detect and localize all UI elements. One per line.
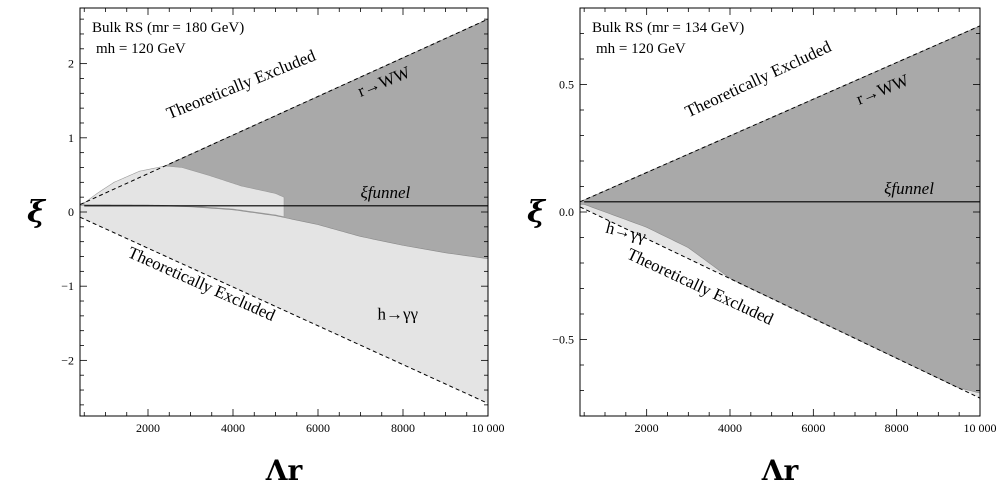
x-tick-label: 10 000 <box>964 421 997 435</box>
x-tick-label: 2000 <box>635 421 659 435</box>
y-tick-label: 2 <box>68 57 74 71</box>
lower-exclusion-line <box>580 206 980 399</box>
plot-area <box>80 18 488 404</box>
hgg-label: h→γγ <box>378 305 419 324</box>
funnel-label: ξfunnel <box>884 179 934 198</box>
x-tick-label: 2000 <box>136 421 160 435</box>
info-line-2: mh = 120 GeV <box>596 41 686 57</box>
y-tick-label: 1 <box>68 131 74 145</box>
chart-panel-1: 2000 4000 6000 8000 10 000 −2 −1 0 1 2 Λr ξ Bulk RS … <box>27 7 505 485</box>
x-axis-title: Λr <box>265 454 304 485</box>
plot-area <box>580 25 980 399</box>
x-tick-label: 8000 <box>391 421 415 435</box>
y-axis-title: ξ <box>527 195 547 230</box>
x-tick-label: 10 000 <box>472 421 505 435</box>
x-axis-title: Λr <box>761 454 800 485</box>
y-tick-label: −2 <box>61 353 74 367</box>
info-line-1: Bulk RS (mr = 134 GeV) <box>592 20 744 36</box>
upper-exclusion-line <box>80 18 488 206</box>
info-line-2: mh = 120 GeV <box>96 41 186 57</box>
x-tick-label: 4000 <box>718 421 742 435</box>
rww-region <box>580 25 980 394</box>
chart-panel-2: 2000 4000 6000 8000 10 000 −0.5 0.0 0.5 Λr ξ Bulk … <box>527 7 997 485</box>
upper-exclusion-line <box>580 25 980 203</box>
lower-exclusion-line <box>80 216 488 404</box>
y-tick-label: 0.0 <box>559 205 574 219</box>
y-tick-label: −1 <box>61 279 74 293</box>
x-tick-label: 6000 <box>306 421 330 435</box>
info-line-1: Bulk RS (mr = 180 GeV) <box>92 20 244 36</box>
x-tick-label: 4000 <box>221 421 245 435</box>
y-tick-label: −0.5 <box>552 333 574 347</box>
y-tick-label: 0.5 <box>559 78 574 92</box>
x-tick-label: 6000 <box>801 421 825 435</box>
funnel-label: ξfunnel <box>361 183 411 202</box>
y-tick-label: 0 <box>68 205 74 219</box>
y-axis-title: ξ <box>27 195 47 230</box>
hgg-island <box>83 165 285 218</box>
x-tick-label: 8000 <box>885 421 909 435</box>
